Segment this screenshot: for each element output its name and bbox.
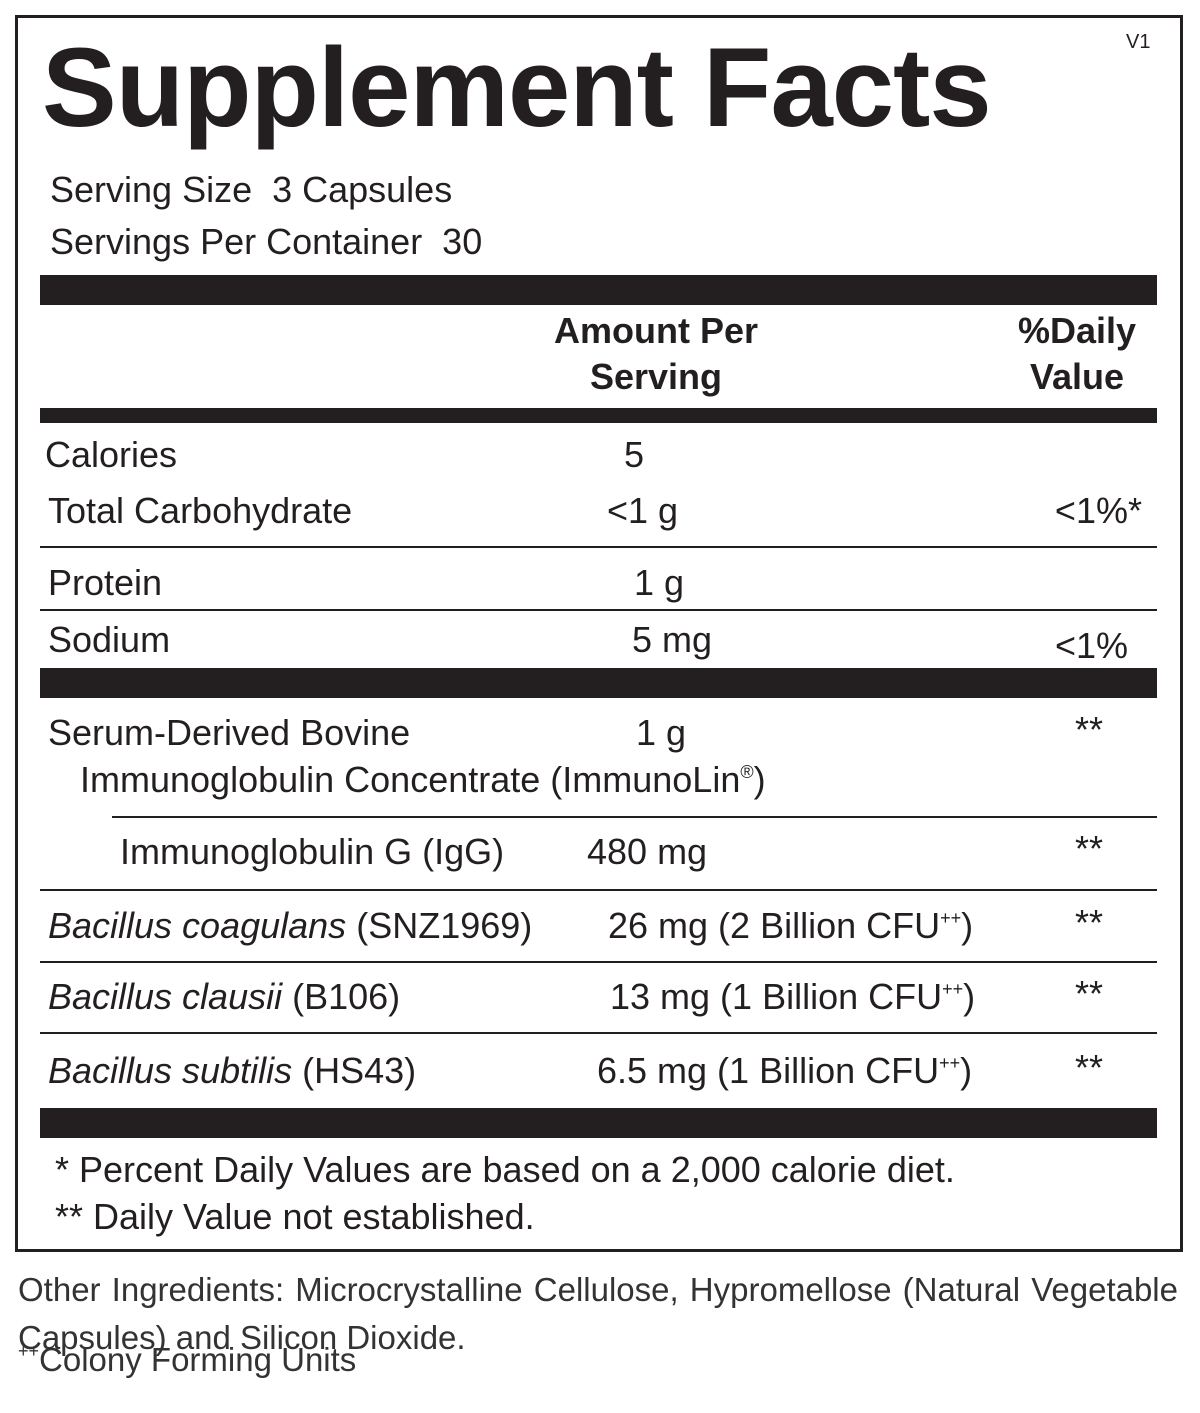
amount-text: 13 mg (1 Billion CFU: [610, 976, 943, 1017]
species: Bacillus subtilis: [48, 1050, 293, 1091]
amount-header: Serving: [589, 356, 723, 397]
rule: [40, 889, 1157, 891]
thick-bar: [40, 668, 1157, 698]
ingredient-dv: **: [1075, 973, 1104, 1014]
thick-bar: [40, 1108, 1157, 1138]
ingredient-dv: **: [1075, 709, 1104, 750]
ingredient-name: Bacillus coagulans (SNZ1969): [48, 906, 532, 946]
rule: [40, 609, 1157, 611]
ingredient-name: Immunoglobulin Concentrate (ImmunoLin®): [80, 760, 766, 800]
cfu-mark: ++: [940, 908, 962, 928]
servings-per-container: Servings Per Container 30: [50, 221, 483, 262]
cfu-mark: ++: [942, 979, 964, 999]
amount-text: ): [963, 976, 976, 1017]
ingredient-name-part: Immunoglobulin Concentrate (ImmunoLin: [80, 759, 741, 800]
ingredient-amount: 26 mg (2 Billion CFU++): [608, 906, 973, 946]
rule: [40, 961, 1157, 963]
ingredient-name: Bacillus clausii (B106): [48, 977, 400, 1017]
amount-text: 6.5 mg (1 Billion CFU: [597, 1050, 940, 1091]
dv-header: Value: [1029, 356, 1125, 397]
amount-text: ): [960, 1050, 973, 1091]
species: Bacillus coagulans: [48, 905, 347, 946]
rule: [40, 1032, 1157, 1034]
cfu-note-text: Colony Forming Units: [39, 1341, 357, 1378]
thick-bar: [40, 275, 1157, 305]
nutrient-amount: 5 mg: [632, 619, 713, 660]
rule: [112, 816, 1157, 818]
label-border: [15, 15, 1183, 1252]
species: Bacillus clausii: [48, 976, 283, 1017]
nutrient-dv: <1%: [1054, 625, 1128, 666]
cfu-mark: ++: [18, 1341, 40, 1361]
strain: (B106): [292, 976, 401, 1017]
other-ingredients: Other Ingredients: Microcrystalline Cell…: [18, 1271, 1178, 1356]
ingredient-dv: **: [1075, 902, 1104, 943]
ingredient-dv: **: [1075, 1047, 1104, 1088]
serving-size: Serving Size 3 Capsules: [50, 169, 453, 210]
nutrient-amount: 5: [624, 434, 645, 475]
amount-header: Amount Per: [553, 310, 758, 351]
registered-mark: ®: [740, 762, 754, 782]
ingredient-amount: 480 mg: [587, 831, 708, 872]
nutrient-amount: <1 g: [607, 490, 679, 531]
footnote: ** Daily Value not established.: [55, 1196, 535, 1237]
ingredient-name: Bacillus subtilis (HS43): [48, 1051, 416, 1091]
ingredient-amount: 1 g: [636, 712, 687, 753]
title: Supplement Facts: [42, 25, 992, 150]
footnote: * Percent Daily Values are based on a 2,…: [55, 1149, 955, 1190]
ingredient-name: Serum-Derived Bovine: [48, 712, 411, 753]
nutrient-amount: 1 g: [634, 562, 685, 603]
rule: [40, 546, 1157, 548]
nutrient-name: Sodium: [48, 619, 171, 660]
version: V1: [1126, 31, 1151, 53]
amount-text: ): [961, 905, 974, 946]
nutrient-name: Protein: [48, 562, 163, 603]
nutrient-name: Total Carbohydrate: [48, 490, 353, 531]
dv-header: %Daily: [1017, 310, 1137, 351]
strain: (SNZ1969): [356, 905, 533, 946]
ingredient-dv: **: [1075, 828, 1104, 869]
nutrient-name: Calories: [45, 434, 178, 475]
ingredient-name-part: ): [753, 759, 766, 800]
nutrient-dv: <1%*: [1054, 490, 1142, 531]
cfu-note: ++Colony Forming Units: [18, 1338, 356, 1382]
strain: (HS43): [302, 1050, 417, 1091]
ingredient-name: Immunoglobulin G (IgG): [120, 831, 505, 872]
ingredient-amount: 13 mg (1 Billion CFU++): [610, 977, 975, 1017]
ingredient-amount: 6.5 mg (1 Billion CFU++): [597, 1051, 972, 1091]
amount-text: 26 mg (2 Billion CFU: [608, 905, 941, 946]
cfu-mark: ++: [939, 1053, 961, 1073]
thick-bar: [40, 408, 1157, 423]
